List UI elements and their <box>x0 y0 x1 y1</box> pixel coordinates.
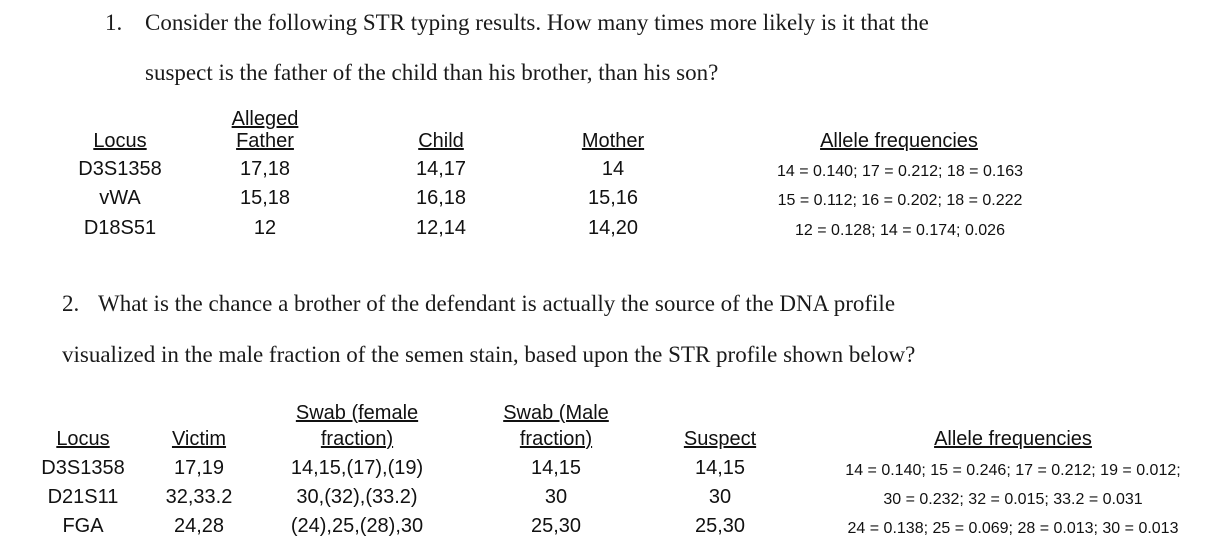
q1-number: 1. <box>105 10 123 35</box>
q2-row2-locus: D21S11 <box>47 486 119 508</box>
q2-text-line2: visualized in the male fraction of the s… <box>62 342 916 367</box>
q2-header-victim: Victim <box>171 428 227 450</box>
q1-text-line1: Consider the following STR typing result… <box>145 10 929 35</box>
q1-text-line2: suspect is the father of the child than … <box>145 60 719 85</box>
q2-row1-victim: 17,19 <box>173 457 225 479</box>
q2-header-suspect: Suspect <box>683 428 757 450</box>
q1-row3-father: 12 <box>253 217 277 239</box>
q1-row1-locus: D3S1358 <box>78 158 162 180</box>
q2-header-male-bottom: fraction) <box>519 428 593 450</box>
q2-number: 2. <box>62 291 80 316</box>
q2-row1-male: 14,15 <box>530 457 582 479</box>
q2-row1-freq: 14 = 0.140; 15 = 0.246; 17 = 0.212; 19 =… <box>845 462 1181 479</box>
q2-row1-locus: D3S1358 <box>41 457 125 479</box>
q1-header-mother: Mother <box>581 130 645 152</box>
q1-row2-child: 16,18 <box>415 187 467 209</box>
q2-row3-suspect: 25,30 <box>694 515 746 537</box>
q1-row3-freq: 12 = 0.128; 14 = 0.174; 0.026 <box>795 222 1005 239</box>
q1-header-freq: Allele frequencies <box>820 130 978 152</box>
q2-row2-female: 30,(32),(33.2) <box>296 486 418 508</box>
q2-header-male-top: Swab (Male <box>503 402 609 424</box>
q2-row2-suspect: 30 <box>708 486 732 508</box>
q1-row2-mother: 15,16 <box>587 187 639 209</box>
q1-header-child: Child <box>418 130 464 152</box>
q2-text-line1: What is the chance a brother of the defe… <box>98 291 896 316</box>
q2-row3-male: 25,30 <box>530 515 582 537</box>
q1-row1-child: 14,17 <box>415 158 467 180</box>
q2-row3-locus: FGA <box>62 515 104 537</box>
q1-row1-mother: 14 <box>601 158 625 180</box>
q1-row2-freq: 15 = 0.112; 16 = 0.202; 18 = 0.222 <box>777 192 1023 209</box>
q1-row1-father: 17,18 <box>239 158 291 180</box>
q2-row2-victim: 32,33.2 <box>165 486 233 508</box>
q1-row2-locus: vWA <box>99 187 141 209</box>
q2-row3-victim: 24,28 <box>173 515 225 537</box>
q2-header-locus: Locus <box>56 428 110 450</box>
q2-header-female-bottom: fraction) <box>320 428 394 450</box>
q2-row3-freq: 24 = 0.138; 25 = 0.069; 28 = 0.013; 30 =… <box>847 520 1179 537</box>
q2-header-female-top: Swab (female <box>295 402 419 424</box>
q1-row3-mother: 14,20 <box>587 217 639 239</box>
q1-row3-child: 12,14 <box>415 217 467 239</box>
q2-row1-female: 14,15,(17),(19) <box>290 457 424 479</box>
q2-row3-female: (24),25,(28),30 <box>290 515 424 537</box>
q1-row2-father: 15,18 <box>239 187 291 209</box>
q1-header-father-top: Alleged <box>231 108 299 130</box>
q1-header-father-bottom: Father <box>236 130 294 152</box>
q1-header-locus: Locus <box>93 130 147 152</box>
q2-row2-freq: 30 = 0.232; 32 = 0.015; 33.2 = 0.031 <box>883 491 1143 508</box>
q1-row3-locus: D18S51 <box>83 217 157 239</box>
q1-row1-freq: 14 = 0.140; 17 = 0.212; 18 = 0.163 <box>777 163 1023 180</box>
q2-row1-suspect: 14,15 <box>694 457 746 479</box>
q2-row2-male: 30 <box>544 486 568 508</box>
q2-header-freq: Allele frequencies <box>934 428 1092 450</box>
